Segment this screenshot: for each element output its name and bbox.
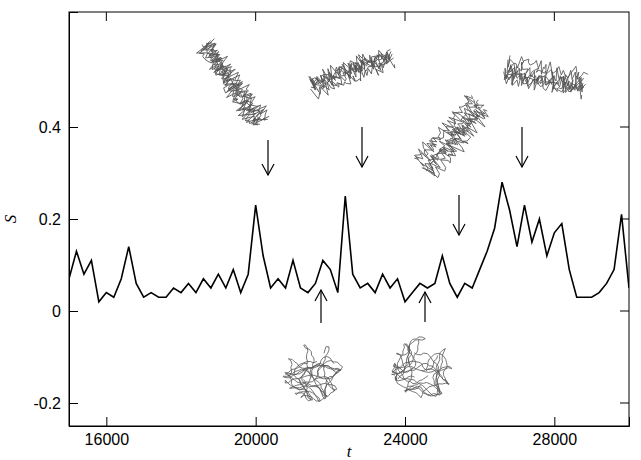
- arrow-head: [262, 164, 274, 175]
- chain-strand: [200, 38, 270, 128]
- y-tick-label: 0: [52, 303, 61, 320]
- conformation: [410, 90, 496, 182]
- y-tick: 0: [52, 303, 78, 320]
- chain-strand: [508, 55, 590, 83]
- chain-strand: [195, 40, 265, 130]
- conformation: [193, 35, 273, 132]
- chain-strand: [199, 39, 267, 126]
- chain-strand: [411, 92, 476, 166]
- y-tick-mark: [69, 403, 78, 404]
- chain-strand: [285, 361, 337, 399]
- x-tick-label: 20000: [234, 431, 279, 448]
- chain-strand: [203, 37, 272, 126]
- y-tick-mark: [69, 311, 78, 312]
- conformation: [283, 345, 342, 401]
- arrow: [320, 290, 321, 323]
- x-tick: 24000: [383, 417, 428, 448]
- chain-strand: [201, 38, 270, 126]
- chain-strand: [395, 339, 449, 384]
- x-axis-title: t: [347, 442, 353, 460]
- chain-strand: [283, 363, 340, 398]
- conformation: [392, 337, 452, 398]
- x-tick-label: 16000: [85, 431, 130, 448]
- arrow-head: [419, 292, 431, 303]
- s-line: [69, 182, 629, 302]
- x-tick-mark: [106, 417, 107, 426]
- y-tick-label: -0.2: [33, 395, 61, 412]
- x-axis-line: [70, 417, 630, 427]
- y-axis-line: [70, 13, 79, 427]
- chain-strand: [503, 66, 583, 93]
- chain-strand: [423, 101, 491, 178]
- arrow-head: [315, 290, 327, 301]
- arrow-head: [453, 224, 465, 235]
- x-tick: 20000: [234, 417, 279, 448]
- y-tick-mark: [69, 127, 78, 128]
- chain-strand: [308, 50, 395, 93]
- conformation: [501, 54, 589, 100]
- chain-strand: [405, 349, 446, 396]
- right-tick: [620, 127, 629, 128]
- arrow: [267, 140, 268, 175]
- x-tick-label: 24000: [383, 431, 428, 448]
- arrow-head: [356, 156, 368, 167]
- arrow: [458, 195, 459, 235]
- chart: 16000 20000 24000 28000 -0.2 0 0.2 0.4 t S: [0, 0, 641, 460]
- right-tick: [620, 403, 629, 404]
- conformation: [305, 44, 398, 101]
- y-tick: -0.2: [33, 395, 78, 412]
- y-axis-title: S: [1, 214, 20, 223]
- x-tick-mark: [405, 417, 406, 426]
- y-tick-mark: [69, 219, 78, 220]
- top-tick: [405, 12, 406, 21]
- data-group: [69, 182, 629, 302]
- top-tick: [554, 12, 555, 21]
- x-tick: 16000: [85, 417, 130, 448]
- chain-strand: [392, 353, 449, 397]
- arrow: [521, 127, 522, 167]
- y-tick-label: 0.4: [39, 119, 61, 136]
- arrow: [424, 292, 425, 322]
- x-tick-mark: [554, 417, 555, 426]
- y-tick: 0.2: [39, 211, 78, 228]
- y-tick-label: 0.2: [39, 211, 61, 228]
- plot-frame: [69, 12, 629, 426]
- top-tick: [255, 12, 256, 21]
- insets: [193, 35, 589, 401]
- plot-area: 16000 20000 24000 28000 -0.2 0 0.2 0.4: [33, 12, 629, 448]
- right-tick: [620, 311, 629, 312]
- arrow: [361, 127, 362, 167]
- arrow-head: [516, 156, 528, 167]
- y-axis: -0.2 0 0.2 0.4: [33, 13, 78, 427]
- y-tick: 0.4: [39, 119, 78, 136]
- x-tick-mark: [256, 417, 257, 426]
- x-tick-label: 28000: [533, 431, 578, 448]
- top-tick: [106, 12, 107, 21]
- x-tick: 28000: [533, 417, 578, 448]
